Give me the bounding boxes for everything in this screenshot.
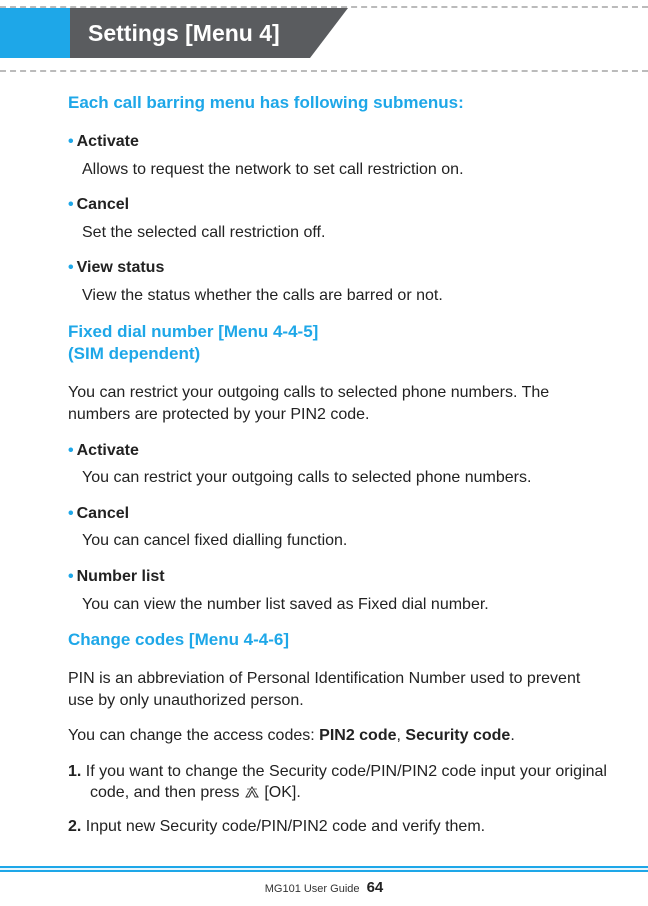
ok-key-icon (244, 785, 260, 799)
para2-b1: PIN2 code (319, 727, 396, 744)
tab-accent-block (0, 8, 70, 58)
bullet-desc: Allows to request the network to set cal… (82, 159, 608, 181)
step1-post: [OK]. (260, 784, 301, 801)
para2-pre: You can change the access codes: (68, 727, 319, 744)
bullet-label: Activate (77, 133, 139, 150)
tab-title: Settings [Menu 4] (70, 8, 310, 58)
bullet-desc: You can restrict your outgoing calls to … (82, 467, 608, 489)
step-1: 1. If you want to change the Security co… (68, 761, 608, 804)
step1-pre: If you want to change the Security code/… (81, 763, 607, 802)
bullet-item: •Activate Allows to request the network … (68, 131, 608, 180)
bullet-item: •Cancel Set the selected call restrictio… (68, 194, 608, 243)
section1-heading: Each call barring menu has following sub… (68, 92, 608, 115)
footer: MG101 User Guide 64 (0, 879, 648, 896)
step-num: 1. (68, 763, 81, 780)
bullet-desc: View the status whether the calls are ba… (82, 285, 608, 307)
bullet-item: •Cancel You can cancel fixed dialling fu… (68, 503, 608, 552)
section2-heading: Fixed dial number [Menu 4-4-5] (SIM depe… (68, 321, 608, 367)
footer-guide: MG101 User Guide (265, 883, 360, 895)
section3-para1: PIN is an abbreviation of Personal Ident… (68, 668, 608, 711)
bullet-icon: • (68, 505, 74, 522)
para2-post: . (510, 727, 514, 744)
section2-intro: You can restrict your outgoing calls to … (68, 382, 608, 425)
header-tab: Settings [Menu 4] (0, 8, 648, 58)
tab-slope (310, 8, 348, 58)
section2-heading-line1: Fixed dial number [Menu 4-4-5] (68, 322, 318, 341)
bullet-label: Activate (77, 442, 139, 459)
page: Settings [Menu 4] Each call barring menu… (0, 0, 648, 906)
bullet-label: Cancel (77, 196, 129, 213)
bullet-icon: • (68, 133, 74, 150)
bullet-desc: You can cancel fixed dialling function. (82, 530, 608, 552)
bullet-label: Number list (77, 568, 165, 585)
bullet-label: View status (77, 259, 165, 276)
footer-page: 64 (367, 879, 384, 896)
bullet-item: •View status View the status whether the… (68, 257, 608, 306)
content-area: Each call barring menu has following sub… (68, 92, 608, 850)
bullet-desc: You can view the number list saved as Fi… (82, 594, 608, 616)
bullet-icon: • (68, 196, 74, 213)
bullet-icon: • (68, 259, 74, 276)
bullet-icon: • (68, 568, 74, 585)
footer-bar-inner (0, 868, 648, 870)
header-dashed-line (0, 70, 648, 72)
bullet-icon: • (68, 442, 74, 459)
bullet-item: •Number list You can view the number lis… (68, 566, 608, 615)
step-num: 2. (68, 818, 81, 835)
bullet-label: Cancel (77, 505, 129, 522)
para2-b2: Security code (405, 727, 510, 744)
section3-heading: Change codes [Menu 4-4-6] (68, 629, 608, 652)
step2-text: Input new Security code/PIN/PIN2 code an… (81, 818, 485, 835)
section3-para2: You can change the access codes: PIN2 co… (68, 725, 608, 747)
bullet-item: •Activate You can restrict your outgoing… (68, 440, 608, 489)
footer-bar (0, 866, 648, 872)
bullet-desc: Set the selected call restriction off. (82, 222, 608, 244)
step-2: 2. Input new Security code/PIN/PIN2 code… (68, 816, 608, 838)
section2-heading-line2: (SIM dependent) (68, 344, 200, 363)
